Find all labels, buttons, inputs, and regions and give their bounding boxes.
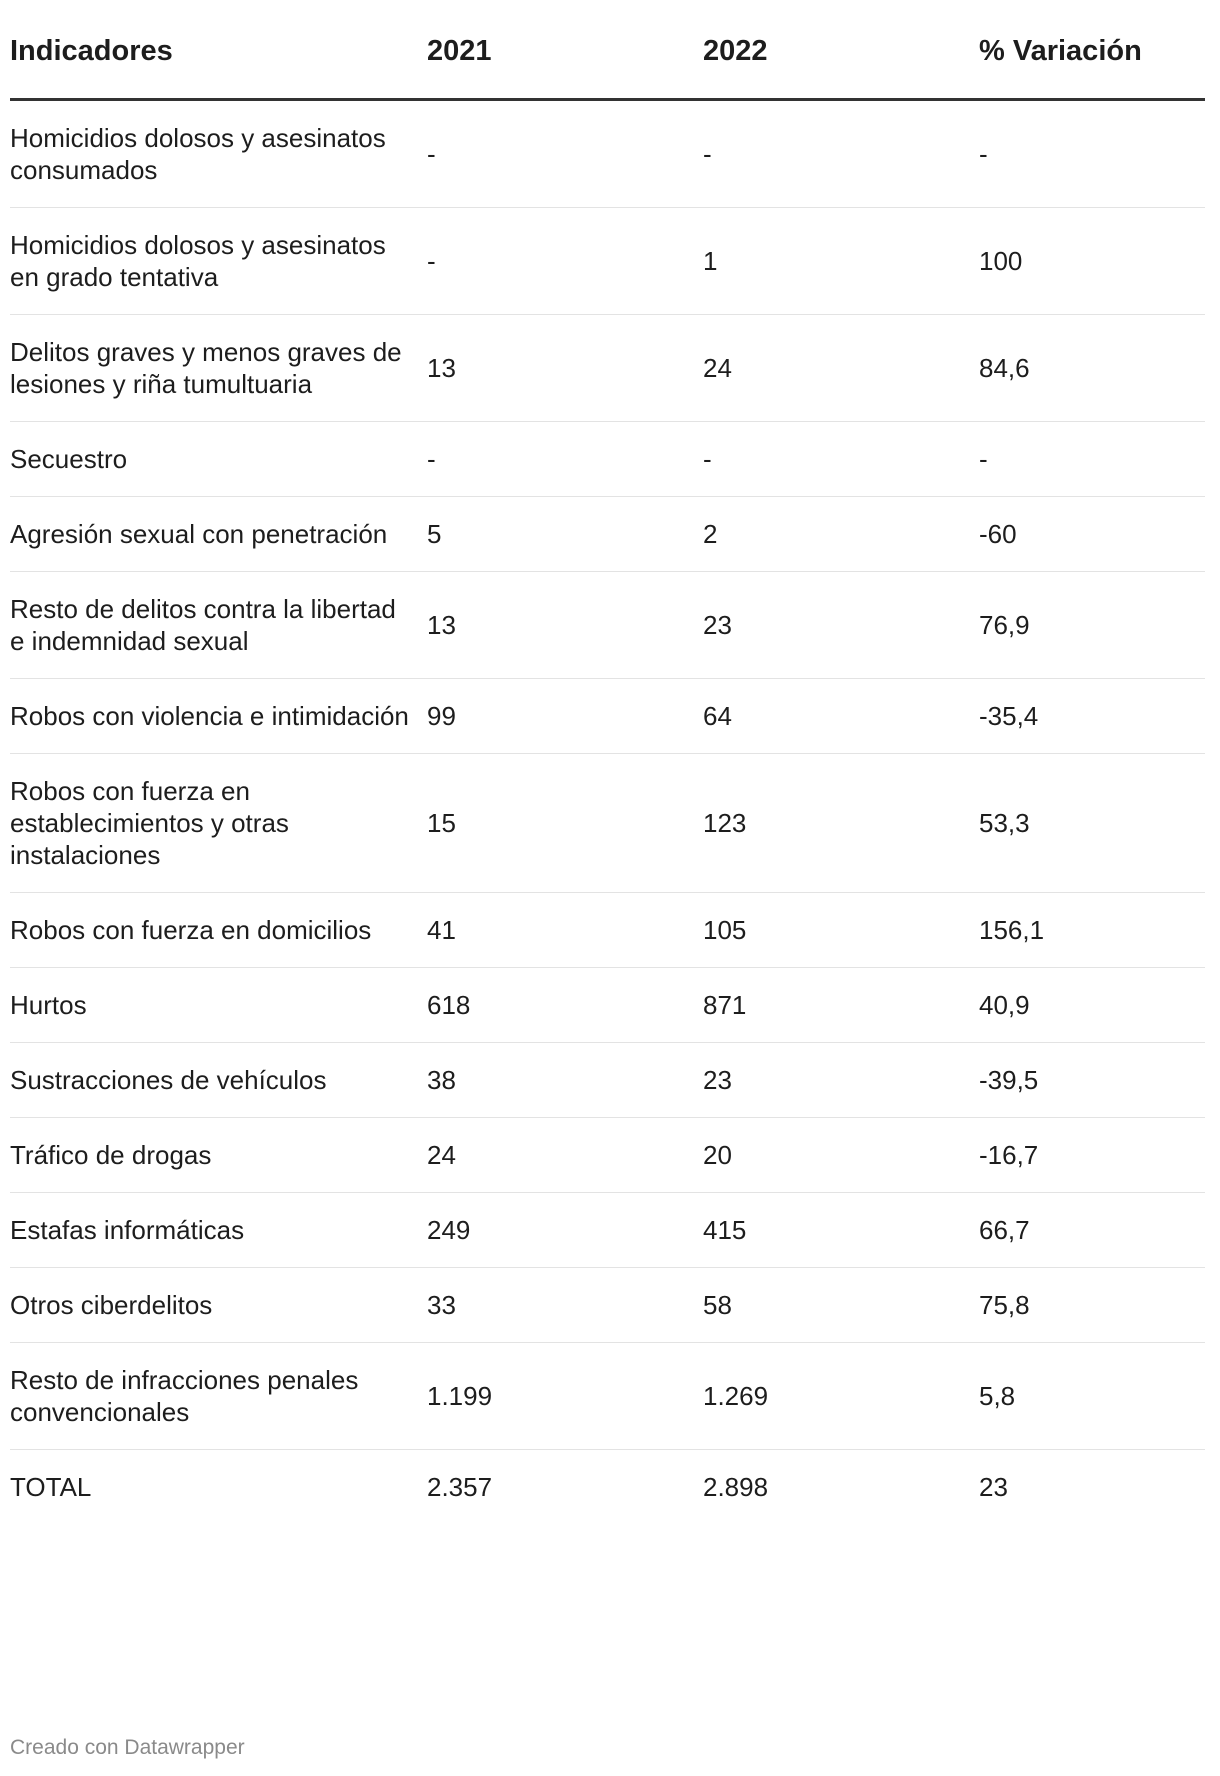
value-2021-cell: 5 [427,496,703,572]
table-row: Estafas informáticas 249 415 66,7 [10,1192,1205,1268]
value-2021-cell: 1.199 [427,1342,703,1450]
value-2022-cell: 23 [703,1042,979,1118]
value-2022-cell: 871 [703,967,979,1043]
column-header-2021[interactable]: 2021 [427,35,703,101]
variation-cell: - [979,99,1205,208]
table-row: Sustracciones de vehículos 38 23 -39,5 [10,1042,1205,1118]
value-2022-cell: 20 [703,1117,979,1193]
value-2021-cell: 2.357 [427,1472,493,1502]
value-2021-cell: 15 [427,753,703,893]
table-row: Delitos graves y menos graves de lesione… [10,314,1205,422]
indicator-cell: Homicidios dolosos y asesinatos en grado… [10,207,427,315]
value-2021-cell: 99 [427,678,703,754]
table-header: Indicadores 2021 2022 % Variación [10,35,1205,101]
value-2022-cell: 24 [703,314,979,422]
value-2021-cell: 41 [427,892,703,968]
data-table-container: Indicadores 2021 2022 % Variación Homici… [10,35,1205,1525]
variation-cell: -60 [979,496,1205,572]
variation-cell: 76,9 [979,571,1205,679]
variation-cell: 156,1 [979,892,1205,968]
value-2022-cell: 415 [703,1192,979,1268]
variation-cell: 84,6 [979,314,1205,422]
table-row: Resto de delitos contra la libertad e in… [10,571,1205,679]
table-row: Agresión sexual con penetración 5 2 -60 [10,496,1205,572]
indicator-cell: Resto de infracciones penales convencion… [10,1342,427,1450]
value-2021-cell: 618 [427,967,703,1043]
indicator-cell: Otros ciberdelitos [10,1267,427,1343]
variation-cell: 53,3 [979,753,1205,893]
value-2021-cell: 38 [427,1042,703,1118]
variation-cell: -16,7 [979,1117,1205,1193]
value-2022-cell: 23 [703,571,979,679]
table-row: Secuestro - - - [10,421,1205,497]
variation-cell: - [979,421,1205,497]
column-header-variacion[interactable]: % Variación [979,35,1205,101]
indicator-cell: Estafas informáticas [10,1192,427,1268]
value-2022-cell: 64 [703,678,979,754]
indicator-cell: Robos con violencia e intimidación [10,678,427,754]
header-row: Indicadores 2021 2022 % Variación [10,35,1205,101]
value-2022-cell: - [703,421,979,497]
indicator-cell: Secuestro [10,421,427,497]
indicator-cell: Tráfico de drogas [10,1117,427,1193]
variation-cell: 100 [979,207,1205,315]
table-row: Tráfico de drogas 24 20 -16,7 [10,1117,1205,1193]
variation-cell: -39,5 [979,1042,1205,1118]
indicator-cell: Sustracciones de vehículos [10,1042,427,1118]
value-2022-cell: 123 [703,753,979,893]
variation-cell: -35,4 [979,678,1205,754]
value-2022-cell: 1 [703,207,979,315]
table-body: Homicidios dolosos y asesinatos consumad… [10,99,1205,1525]
table-row: Robos con fuerza en domicilios 41 105 156,1 [10,892,1205,968]
value-2022-cell: 105 [703,892,979,968]
table-row: Resto de infracciones penales convencion… [10,1342,1205,1450]
table-row: Hurtos 618 871 40,9 [10,967,1205,1043]
indicator-cell: Homicidios dolosos y asesinatos consumad… [10,99,427,208]
indicator-cell: Resto de delitos contra la libertad e in… [10,571,427,679]
table-row: Homicidios dolosos y asesinatos en grado… [10,207,1205,315]
indicator-cell: Robos con fuerza en domicilios [10,892,427,968]
indicator-cell: Hurtos [10,967,427,1043]
data-table: Indicadores 2021 2022 % Variación Homici… [10,35,1205,1525]
datawrapper-credit: Creado con Datawrapper [10,1736,245,1759]
variation-cell: 75,8 [979,1267,1205,1343]
value-2022-cell: 58 [703,1267,979,1343]
column-header-2022[interactable]: 2022 [703,35,979,101]
value-2022-cell: 1.269 [703,1342,979,1450]
value-2021-cell: - [427,421,703,497]
value-2022-cell: 2 [703,496,979,572]
value-2021-cell: - [427,207,703,315]
table-row: Homicidios dolosos y asesinatos consumad… [10,99,1205,208]
value-2021-cell: 13 [427,314,703,422]
variation-cell: 23 [979,1472,1008,1502]
indicator-cell: Delitos graves y menos graves de lesione… [10,314,427,422]
variation-cell: 5,8 [979,1342,1205,1450]
variation-cell: 40,9 [979,967,1205,1043]
value-2021-cell: 13 [427,571,703,679]
variation-cell: 66,7 [979,1192,1205,1268]
table-row: TOTAL 2.357 2.898 23 [10,1450,1205,1525]
table-row: Robos con violencia e intimidación 99 64 -3… [10,678,1205,754]
indicator-cell: Agresión sexual con penetración [10,496,427,572]
indicator-cell: TOTAL [10,1472,92,1502]
value-2022-cell: 2.898 [703,1472,769,1502]
value-2022-cell: - [703,99,979,208]
indicator-cell: Robos con fuerza en establecimientos y o… [10,753,427,893]
value-2021-cell: 24 [427,1117,703,1193]
value-2021-cell: 249 [427,1192,703,1268]
table-row: Robos con fuerza en establecimientos y o… [10,753,1205,893]
column-header-indicadores[interactable]: Indicadores [10,35,427,101]
value-2021-cell: 33 [427,1267,703,1343]
table-row: Otros ciberdelitos 33 58 75,8 [10,1267,1205,1343]
value-2021-cell: - [427,99,703,208]
